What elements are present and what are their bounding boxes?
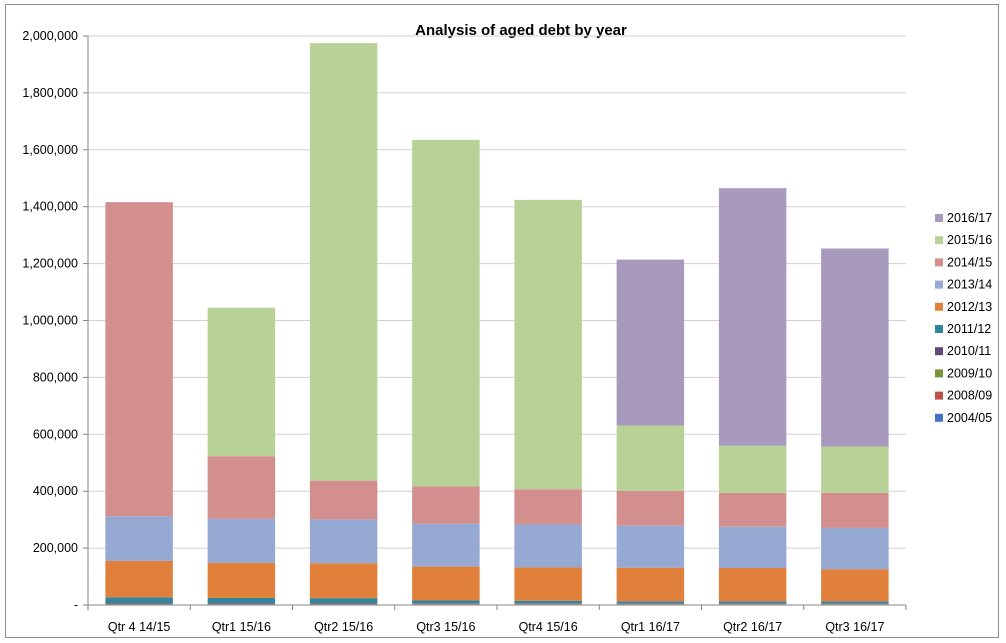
legend-swatch: [935, 258, 943, 267]
bar-segment: [309, 603, 378, 604]
x-tick-label: Qtr1 16/17: [621, 620, 680, 634]
y-tick-label: 1,800,000: [22, 86, 78, 100]
bar-segment: [514, 603, 582, 604]
y-axis-tick-labels: - 200,000 400,000 600,000 800,000 1,000,000 1,…: [22, 29, 78, 612]
bar-segment: [309, 480, 378, 520]
y-tick-label: 600,000: [33, 427, 78, 441]
bar-segment: [412, 603, 480, 604]
bar-segment: [412, 486, 480, 524]
x-axis-tick-labels: Qtr 4 14/15 Qtr1 15/16 Qtr2 15/16 Qtr3 15/1…: [108, 620, 885, 634]
bar-segment: [821, 601, 889, 604]
bar-segment: [616, 425, 685, 491]
legend-label: 2004/05: [947, 411, 992, 425]
bar-segment: [821, 248, 889, 447]
bar-segment: [514, 600, 582, 604]
bar-segment: [514, 567, 582, 601]
bar-segment: [718, 601, 787, 604]
y-tick-label: -: [74, 598, 78, 612]
bar-segment: [514, 489, 582, 525]
legend-label: 2016/17: [947, 211, 992, 225]
bar-segment: [616, 259, 685, 426]
bar-segment: [105, 597, 173, 604]
bar-segment: [207, 518, 276, 563]
legend-swatch: [935, 302, 943, 311]
y-tick-label: 1,000,000: [22, 314, 78, 328]
bar-segment: [207, 597, 276, 604]
bar-segment: [821, 446, 889, 493]
bar-segment: [105, 202, 173, 517]
bar-segment: [412, 566, 480, 601]
x-tick-label: Qtr3 16/17: [825, 620, 884, 634]
x-tick-label: Qtr4 15/16: [519, 620, 578, 634]
legend-swatch: [935, 347, 943, 356]
bar-segment: [207, 603, 276, 604]
bar-segment: [514, 524, 582, 568]
legend-swatch: [935, 369, 943, 378]
bar-segment: [718, 568, 787, 602]
y-tick-label: 400,000: [33, 484, 78, 498]
bar-segment: [412, 600, 480, 604]
bar-segment: [309, 519, 378, 564]
bar-segment: [514, 199, 582, 490]
x-tick-label: Qtr2 16/17: [723, 620, 782, 634]
y-tick-label: 1,200,000: [22, 257, 78, 271]
bar-segment: [821, 603, 889, 604]
bar-segment: [105, 560, 173, 598]
bar-segment: [412, 139, 480, 487]
bar-segment: [718, 526, 787, 569]
y-tick-label: 1,400,000: [22, 200, 78, 214]
bar-segment: [616, 603, 685, 604]
x-tick-label: Qtr 4 14/15: [108, 620, 171, 634]
bar-segment: [616, 567, 685, 602]
x-tick-label: Qtr3 15/16: [416, 620, 475, 634]
legend-swatch: [935, 214, 943, 222]
y-tick-label: 800,000: [33, 370, 78, 384]
x-tick-label: Qtr2 15/16: [314, 620, 373, 634]
bar-segment: [207, 562, 276, 598]
bar-segment: [412, 523, 480, 567]
bar-segment: [821, 569, 889, 602]
legend-label: 2008/09: [947, 389, 992, 403]
legend-label: 2012/13: [947, 300, 992, 314]
bar-segment: [821, 527, 889, 570]
y-tick-label: 1,600,000: [22, 143, 78, 157]
y-tick-label: 200,000: [33, 541, 78, 555]
bar-segment: [616, 601, 685, 604]
legend-label: 2013/14: [947, 278, 992, 292]
bar-segment: [207, 456, 276, 519]
bar-segment: [718, 188, 787, 446]
legend-label: 2009/10: [947, 366, 992, 380]
legend-swatch: [935, 413, 943, 422]
legend-swatch: [935, 280, 943, 289]
bar-segment: [616, 525, 685, 568]
bar-segment: [718, 492, 787, 527]
bar-segment: [309, 563, 378, 599]
bar-segment: [616, 490, 685, 526]
axes: [83, 35, 907, 610]
legend-label: 2010/11: [947, 344, 991, 358]
bar-segment: [105, 516, 173, 561]
y-tick-label: 2,000,000: [22, 29, 78, 43]
x-tick-label: Qtr1 15/16: [212, 620, 271, 634]
bar-segment: [105, 603, 173, 604]
bar-segment: [718, 603, 787, 604]
legend-swatch: [935, 391, 943, 400]
bar-segment: [309, 43, 378, 481]
chart-area: Analysis of aged debt by year - 200,000 40…: [5, 4, 999, 638]
bar-segment: [821, 492, 889, 528]
bar-segment: [718, 445, 787, 493]
legend-swatch: [935, 236, 943, 245]
legend: 2016/17 2015/16 2014/15 2013/14 2012/13 2011/…: [935, 211, 992, 425]
bar-segment: [309, 598, 378, 604]
bar-segment: [207, 307, 276, 457]
legend-label: 2015/16: [947, 233, 992, 247]
legend-label: 2014/15: [947, 255, 992, 269]
legend-label: 2011/12: [947, 322, 991, 336]
aged-debt-chart: Analysis of aged debt by year - 200,000 40…: [22, 22, 992, 634]
chart-title: Analysis of aged debt by year: [415, 22, 627, 39]
legend-swatch: [935, 325, 943, 333]
bars: [105, 43, 889, 605]
